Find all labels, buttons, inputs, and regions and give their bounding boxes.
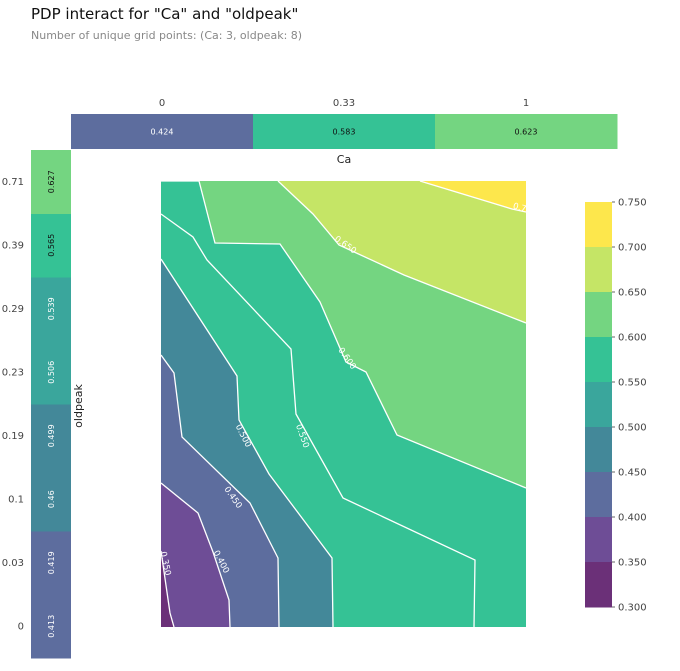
contour-lines (161, 181, 526, 627)
y-marginal-cell (31, 150, 71, 214)
x-marginal-value: 0.623 (515, 128, 538, 137)
x-tick-label: 1 (523, 98, 529, 109)
y-marginal-cell (31, 404, 71, 468)
y-marginal-value: 0.565 (47, 234, 56, 257)
colorbar-segment (585, 292, 612, 338)
x-marginal-strip: 0.424 0 0.583 0.33 0.623 1 (71, 98, 618, 149)
y-tick-label: 0.71 (2, 177, 24, 188)
colorbar-tick-label: 0.750 (618, 198, 647, 209)
colorbar-tick-label: 0.700 (618, 243, 647, 254)
colorbar-segment (585, 517, 612, 563)
y-tick-label: 0 (18, 621, 24, 632)
x-tick-label: 0.33 (333, 98, 355, 109)
y-marginal-cell (31, 467, 71, 532)
y-marginal-cell (31, 340, 71, 405)
x-marginal-value: 0.583 (333, 128, 356, 137)
y-marginal-value: 0.506 (47, 361, 56, 384)
y-marginal-cell (31, 213, 71, 278)
y-marginal-strip: 0.413 0 0.419 0.03 0.46 0.1 0.499 0.19 0.506 0.23… (2, 150, 71, 659)
contour-level-label: 0.350 (158, 551, 173, 577)
colorbar-tick-label: 0.300 (618, 603, 647, 614)
colorbar-tick-label: 0.350 (618, 558, 647, 569)
x-marginal-cell (253, 114, 436, 149)
colorbar-tick-label: 0.550 (618, 378, 647, 389)
colorbar-tick-label: 0.400 (618, 513, 647, 524)
y-tick-label: 0.03 (2, 558, 24, 569)
y-axis-label: oldpeak (72, 384, 85, 428)
colorbar-segment (585, 562, 612, 608)
y-tick-label: 0.19 (2, 431, 24, 442)
y-marginal-cell (31, 531, 71, 595)
colorbar-segment (585, 247, 612, 293)
x-marginal-cell (71, 114, 254, 149)
colorbar-segment (585, 382, 612, 428)
y-tick-label: 0.39 (2, 240, 24, 251)
contour-line (277, 181, 526, 324)
colorbar-tick-label: 0.500 (618, 423, 647, 434)
contour-line (161, 213, 476, 627)
contour-line (161, 181, 526, 489)
y-marginal-value: 0.499 (47, 424, 56, 447)
y-tick-label: 0.23 (2, 367, 24, 378)
y-tick-label: 0.29 (2, 304, 24, 315)
contour-line (161, 258, 334, 627)
y-marginal-value: 0.419 (47, 551, 56, 574)
y-marginal-cell (31, 277, 71, 341)
y-marginal-value: 0.539 (47, 297, 56, 320)
colorbar-segment (585, 427, 612, 473)
colorbar-tick-label: 0.650 (618, 288, 647, 299)
colorbar-segment (585, 202, 612, 248)
x-marginal-cell (435, 114, 618, 149)
colorbar-tick-label: 0.450 (618, 468, 647, 479)
contour-line (161, 354, 280, 627)
contour-line (161, 550, 175, 627)
colorbar-segment (585, 472, 612, 518)
colorbar-segment (585, 337, 612, 383)
colorbar-tick-label: 0.600 (618, 333, 647, 344)
chart-subtitle: Number of unique grid points: (Ca: 3, ol… (31, 29, 303, 42)
contour-level-label: 0.7 (512, 201, 528, 214)
contour-line (161, 482, 231, 627)
chart-title: PDP interact for "Ca" and "oldpeak" (31, 5, 299, 23)
y-tick-label: 0.1 (8, 494, 24, 505)
y-marginal-value: 0.46 (47, 490, 56, 508)
y-marginal-cell (31, 594, 71, 659)
y-marginal-value: 0.413 (47, 615, 56, 638)
x-marginal-value: 0.424 (151, 128, 174, 137)
x-tick-label: 0 (159, 98, 165, 109)
x-axis-label: Ca (337, 153, 351, 166)
contour-line (419, 181, 526, 213)
y-marginal-value: 0.627 (47, 170, 56, 193)
colorbar: 0.750 0.700 0.650 0.600 0.550 0.500 0.450 0.400… (585, 198, 647, 614)
